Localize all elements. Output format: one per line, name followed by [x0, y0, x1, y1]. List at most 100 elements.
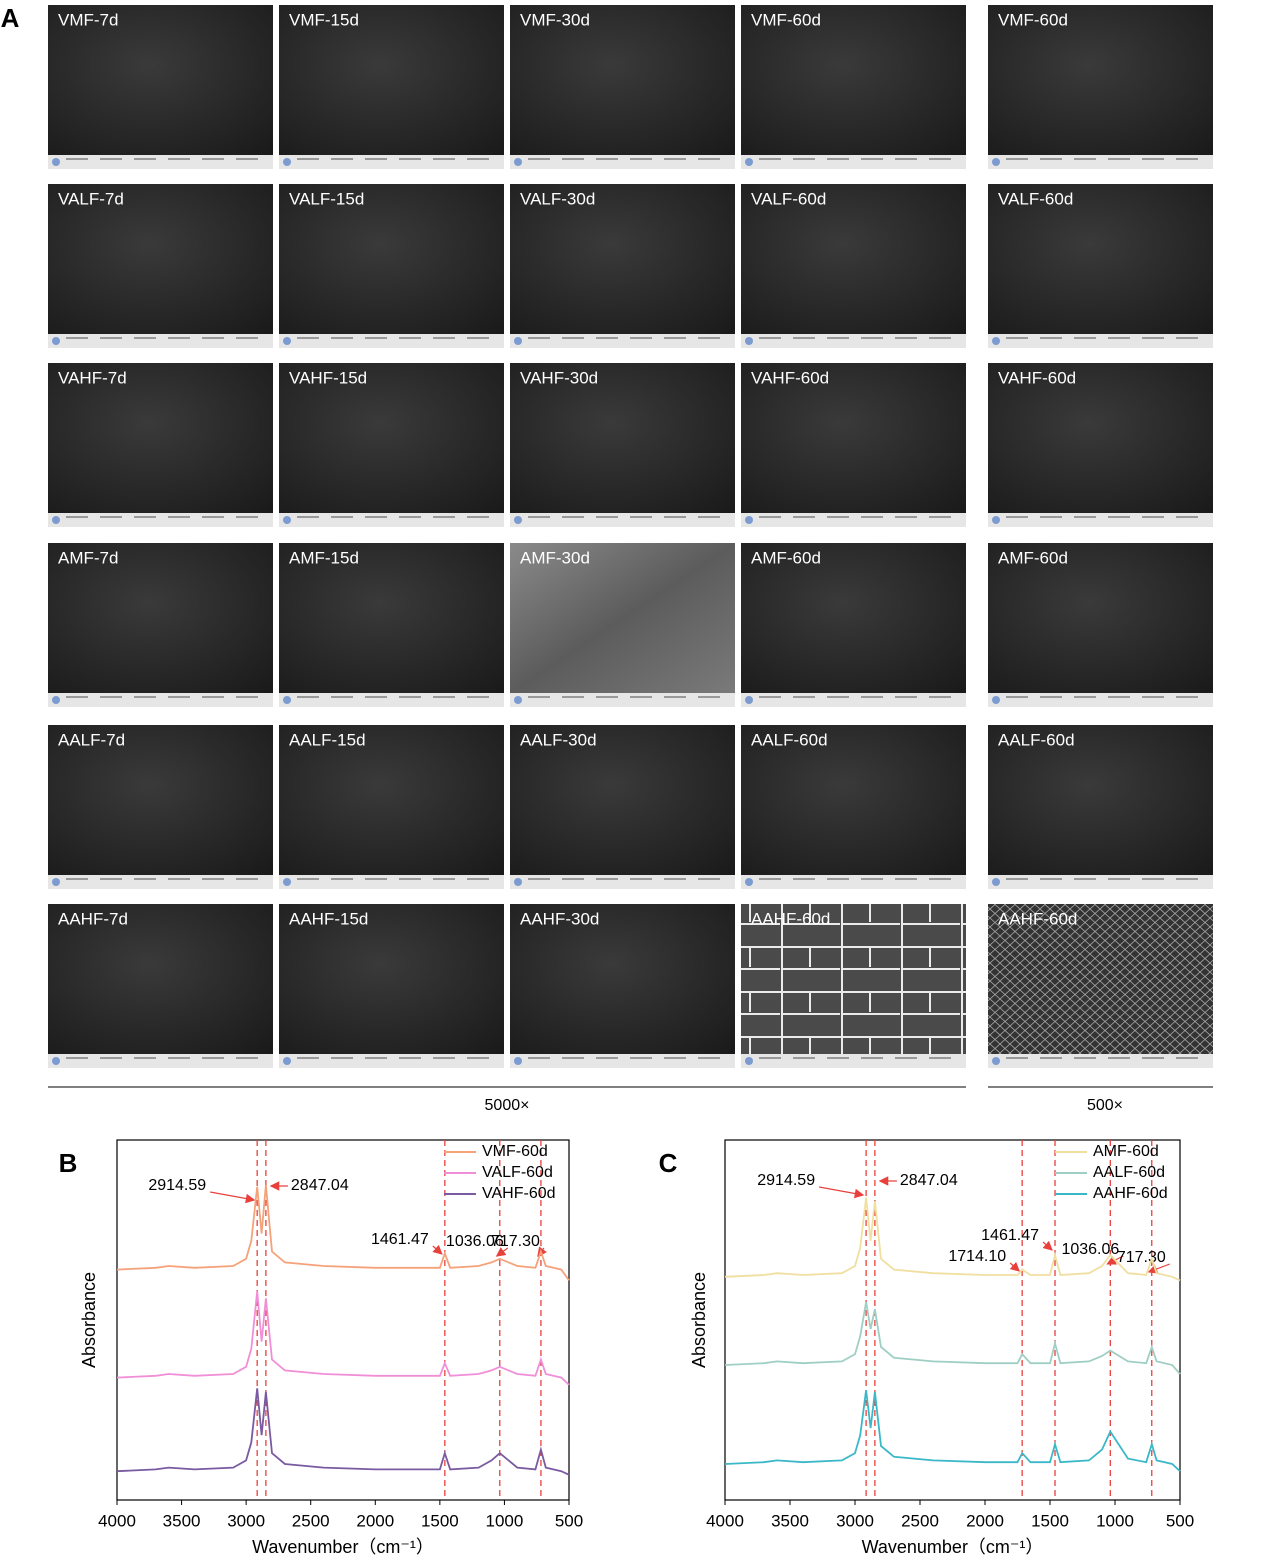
panel-label: A	[1, 3, 20, 33]
sem-info-text	[895, 516, 917, 518]
sem-info-bar	[741, 693, 966, 707]
sem-info-text	[562, 516, 584, 518]
sem-label: AMF-15d	[289, 548, 359, 567]
sem-info-text	[929, 878, 951, 880]
y-axis-label: Absorbance	[79, 1272, 99, 1368]
sem-info-text	[297, 337, 319, 339]
sem-info-text	[467, 1057, 489, 1059]
sem-info-text	[759, 516, 781, 518]
sem-info-text	[1108, 158, 1130, 160]
sem-info-text	[630, 516, 652, 518]
sem-image	[510, 725, 735, 875]
sem-info-text	[793, 696, 815, 698]
sem-info-text	[698, 158, 720, 160]
sem-info-text	[365, 516, 387, 518]
sem-info-text	[1176, 696, 1198, 698]
sem-label: VALF-60d	[751, 189, 826, 208]
sem-info-text	[202, 158, 224, 160]
sem-logo	[52, 516, 60, 524]
sem-info-bar	[988, 875, 1213, 889]
x-axis-label: Wavenumber（cm⁻¹）	[252, 1537, 434, 1557]
sem-info-text	[1108, 337, 1130, 339]
sem-info-bar	[279, 875, 504, 889]
sem-label: VALF-30d	[520, 189, 595, 208]
x-tick-label: 1000	[486, 1511, 524, 1530]
sem-info-text	[861, 158, 883, 160]
sem-info-text	[1176, 878, 1198, 880]
sem-info-text	[66, 1057, 88, 1059]
peak-label: 2914.59	[148, 1177, 206, 1194]
sem-info-text	[759, 337, 781, 339]
sem-info-text	[1176, 337, 1198, 339]
sem-info-text	[698, 878, 720, 880]
sem-info-text	[202, 696, 224, 698]
sem-info-text	[236, 1057, 258, 1059]
sem-image	[988, 543, 1213, 693]
sem-image	[48, 543, 273, 693]
legend-label: AAHF-60d	[1093, 1185, 1168, 1202]
peak-label: 717.30	[491, 1233, 540, 1250]
sem-image	[988, 184, 1213, 334]
sem-info-text	[528, 158, 550, 160]
sem-info-text	[66, 337, 88, 339]
sem-info-text	[1176, 1057, 1198, 1059]
sem-logo	[745, 337, 753, 345]
sem-info-text	[528, 337, 550, 339]
sem-info-text	[827, 878, 849, 880]
legend-label: AALF-60d	[1093, 1164, 1165, 1181]
sem-info-bar	[279, 155, 504, 169]
x-tick-label: 4000	[706, 1511, 744, 1530]
sem-info-text	[236, 878, 258, 880]
sem-label: VALF-60d	[998, 189, 1073, 208]
sem-info-text	[134, 696, 156, 698]
sem-label: AMF-60d	[751, 548, 821, 567]
sem-info-text	[630, 1057, 652, 1059]
sem-info-text	[433, 158, 455, 160]
sem-info-text	[861, 696, 883, 698]
x-tick-label: 500	[555, 1511, 583, 1530]
x-tick-label: 1500	[421, 1511, 459, 1530]
sem-info-text	[664, 337, 686, 339]
sem-info-text	[596, 878, 618, 880]
sem-info-text	[100, 878, 122, 880]
x-tick-label: 500	[1166, 1511, 1194, 1530]
sem-info-text	[399, 878, 421, 880]
sem-info-text	[1040, 696, 1062, 698]
sem-info-text	[236, 696, 258, 698]
sem-info-text	[630, 696, 652, 698]
sem-info-text	[1006, 337, 1028, 339]
sem-info-text	[1040, 1057, 1062, 1059]
sem-label: AAHF-15d	[289, 909, 368, 928]
sem-info-text	[202, 337, 224, 339]
sem-label: AMF-30d	[520, 548, 590, 567]
sem-image	[48, 5, 273, 155]
sem-label: AALF-7d	[58, 730, 125, 749]
legend-label: VAHF-60d	[482, 1185, 556, 1202]
sem-info-text	[528, 696, 550, 698]
sem-info-text	[365, 337, 387, 339]
sem-label: AMF-7d	[58, 548, 118, 567]
sem-info-text	[66, 158, 88, 160]
sem-label: VMF-7d	[58, 10, 118, 29]
sem-image	[741, 5, 966, 155]
legend-label: AMF-60d	[1093, 1143, 1159, 1160]
sem-info-bar	[988, 693, 1213, 707]
sem-info-text	[861, 1057, 883, 1059]
sem-info-bar	[988, 513, 1213, 527]
sem-info-text	[297, 878, 319, 880]
sem-logo	[283, 337, 291, 345]
sem-image	[279, 904, 504, 1054]
sem-info-bar	[48, 155, 273, 169]
sem-info-text	[1108, 1057, 1130, 1059]
sem-info-text	[399, 1057, 421, 1059]
sem-info-bar	[741, 155, 966, 169]
peak-label: 1036.06	[1061, 1241, 1119, 1258]
sem-info-text	[134, 337, 156, 339]
sem-info-text	[827, 696, 849, 698]
sem-info-text	[236, 158, 258, 160]
sem-logo	[514, 337, 522, 345]
sem-logo	[283, 878, 291, 886]
sem-info-bar	[988, 155, 1213, 169]
sem-label: AAHF-7d	[58, 909, 128, 928]
